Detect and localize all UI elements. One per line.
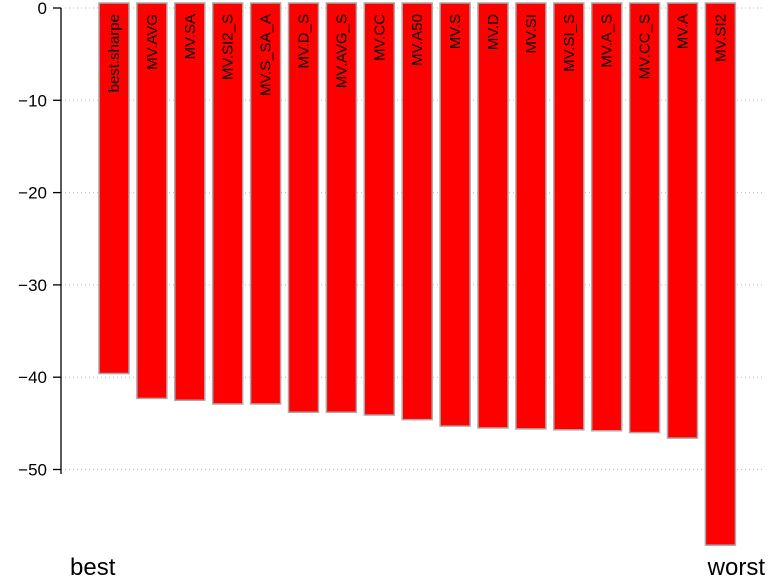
y-tick-label: −20 xyxy=(18,184,47,203)
bar xyxy=(628,2,661,434)
bar-label: best.sharpe xyxy=(106,14,123,92)
bar xyxy=(666,2,699,439)
bar xyxy=(515,2,547,430)
bar xyxy=(439,2,471,427)
bars: best.sharpe MV.AVG MV.SA MV.SI2_S MV.S_SA_A M… xyxy=(98,2,737,546)
bar-label: MV.A50 xyxy=(409,14,426,66)
bar xyxy=(287,2,320,414)
y-tick-label: −40 xyxy=(18,368,47,387)
bar-label: MV.D xyxy=(485,14,502,50)
y-axis: 0 −10 −20 −30 −40 −50 xyxy=(18,0,61,480)
bar-label: MV.SA xyxy=(182,14,199,59)
bar xyxy=(363,2,396,416)
bar-label: MV.S_SA_A xyxy=(258,14,275,96)
worst-label: worst xyxy=(707,554,766,581)
bar xyxy=(325,2,358,414)
y-tick-label: −10 xyxy=(18,91,47,110)
bar-label: MV.SI2_S xyxy=(220,14,237,80)
bar-label: MV.CC xyxy=(371,14,388,61)
bar-label: MV.SI xyxy=(523,14,540,53)
bar xyxy=(401,2,433,421)
best-label: best xyxy=(70,554,116,581)
bar-label: MV.AVG xyxy=(144,14,161,70)
bar-label: MV.AVG_S xyxy=(333,14,350,88)
bar xyxy=(590,2,623,432)
bar xyxy=(136,2,168,400)
bar-label: MV.S xyxy=(447,14,464,49)
bar xyxy=(553,2,585,431)
bar-label: MV.D_S xyxy=(296,14,313,68)
bar xyxy=(211,2,244,405)
bar xyxy=(174,2,206,402)
bar-label: MV.SI2 xyxy=(712,14,729,62)
bar xyxy=(98,2,130,375)
y-tick-label: 0 xyxy=(38,0,47,18)
bar xyxy=(249,2,282,405)
bar-label: MV.SI_S xyxy=(561,14,578,72)
y-tick-label: −30 xyxy=(18,276,47,295)
bar-label: MV.CC_S xyxy=(637,14,654,79)
bar xyxy=(704,2,737,546)
y-tick-label: −50 xyxy=(18,461,47,480)
bar xyxy=(477,2,509,429)
bar-label: MV.A xyxy=(675,14,692,49)
bar-label: MV.A_S xyxy=(599,14,616,68)
